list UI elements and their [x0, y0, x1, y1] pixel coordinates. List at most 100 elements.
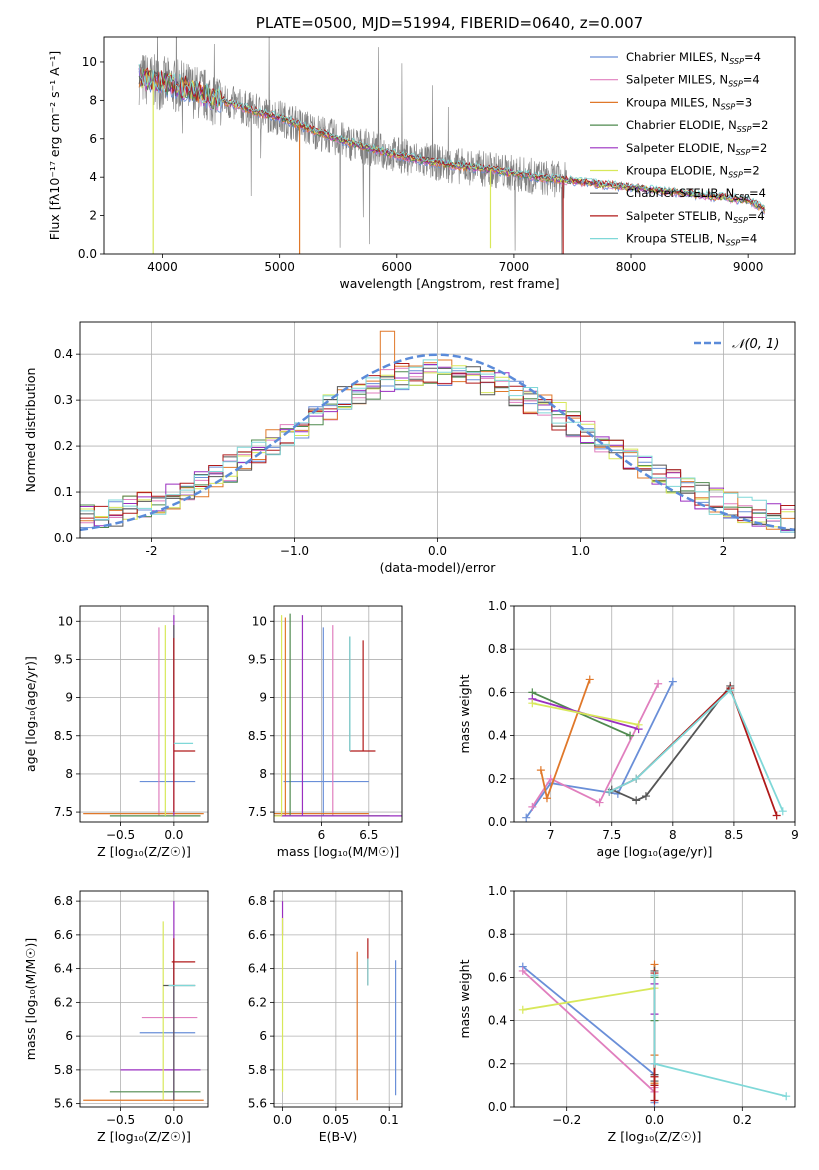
- plot-area: [80, 322, 795, 538]
- tick-label-x: 7.5: [602, 828, 621, 842]
- tick-label-y: 6: [259, 1029, 267, 1043]
- legend-entry-chabrier-elodie: Chabrier ELODIE, NSSP=2: [626, 118, 768, 134]
- tick-label-x: 6000: [382, 260, 413, 274]
- tick-label-y: 8.5: [54, 729, 73, 743]
- plot-area: [514, 606, 795, 822]
- tick-label-y: 0.4: [488, 1014, 507, 1028]
- axis-label-x: mass [log₁₀(M/M☉)]: [277, 844, 399, 859]
- tick-label-x: -2: [146, 544, 158, 558]
- series-point-kroupa-elodie: [518, 1005, 527, 1014]
- legend-entry-chabrier-miles: Chabrier MILES, NSSP=4: [626, 50, 761, 66]
- axes-frame: [103, 36, 796, 255]
- plot-area: [514, 891, 795, 1107]
- tick-label-y: 6.8: [248, 894, 267, 908]
- tick-label-y: 9: [65, 691, 73, 705]
- series-point-kroupa-elodie: [634, 720, 643, 729]
- tick-label-y: 10: [82, 55, 97, 69]
- series-line-salpeter-miles: [522, 970, 656, 1094]
- tick-label-y: 0.2: [488, 1057, 507, 1071]
- tick-label-y: 8: [65, 767, 73, 781]
- axes-frame: [79, 605, 209, 823]
- model-line-kroupa-stelib: [138, 63, 765, 208]
- chart-title: PLATE=0500, MJD=51994, FIBERID=0640, z=0…: [256, 14, 643, 32]
- series-point-salpeter-stelib: [650, 1096, 659, 1105]
- tick-label-x: −0.5: [106, 828, 135, 842]
- series-point-salpeter-stelib: [650, 1081, 659, 1090]
- tick-label-x: 0.0: [645, 1113, 664, 1127]
- series-point-kroupa-stelib: [605, 787, 614, 796]
- tick-label-x: −0.5: [106, 1113, 135, 1127]
- series-line-kroupa-stelib: [608, 688, 784, 812]
- tick-label-y: 6.2: [54, 995, 73, 1009]
- tick-label-y: 0.4: [488, 729, 507, 743]
- legend-entry-salpeter-miles: Salpeter MILES, NSSP=4: [626, 73, 760, 89]
- legend-entry-kroupa-stelib: Kroupa STELIB, NSSP=4: [626, 232, 757, 248]
- tick-label-x: 0.1: [380, 1113, 399, 1127]
- series-point-chabrier-miles: [522, 813, 531, 822]
- tick-label-y: 5.6: [248, 1097, 267, 1111]
- tick-label-x: 0.2: [733, 1113, 752, 1127]
- axes-spectrum: 4000 5000 6000 7000 8000 9000 0.0 2 4 6 8 10 wavelen…: [47, 14, 796, 291]
- series-point-chabrier-stelib: [632, 796, 641, 805]
- axes-mw-vs-Z: −0.2 0.0 0.2 0.0 0.2 0.4 0.6 0.8 1.0 Z [log₁₀(Z/Z…: [457, 884, 796, 1144]
- series-point-salpeter-stelib: [650, 1072, 659, 1081]
- axes-age-vs-mass: 6 6.5 7.5 8 8.5 9 9.5 10 mass [log₁₀(M/M☉)]: [248, 605, 403, 859]
- series-point-kroupa-miles: [536, 766, 545, 775]
- series-point-salpeter-miles: [654, 679, 663, 688]
- tick-label-y: 0.8: [488, 927, 507, 941]
- series-line-chabrier-miles: [522, 965, 656, 1103]
- legend-entry-salpeter-elodie: Salpeter ELODIE, NSSP=2: [626, 141, 767, 157]
- plot-area: [80, 891, 208, 1107]
- series-point-kroupa-stelib: [782, 1092, 791, 1101]
- tick-label-y: 0.8: [488, 642, 507, 656]
- series-point-salpeter-miles: [518, 966, 527, 975]
- axis-label-x: (data-model)/error: [380, 560, 497, 575]
- tick-label-x: 7: [547, 828, 555, 842]
- series-point-chabrier-stelib: [641, 792, 650, 801]
- tick-label-y: 1.0: [488, 884, 507, 898]
- series-line-salpeter-stelib: [608, 686, 778, 816]
- tick-label-x: 9000: [733, 260, 764, 274]
- series-point-salpeter-miles: [595, 798, 604, 807]
- hist-step-salpeter-stelib: [80, 363, 795, 522]
- axes-frame: [79, 890, 209, 1108]
- axes-residuals: -2 −1.0 0.0 1.0 2 0.0 0.1 0.2 0.3 0.4 (data-model)…: [23, 321, 796, 575]
- legend-entry-kroupa-miles: Kroupa MILES, NSSP=3: [626, 95, 752, 111]
- tick-label-x: 8: [669, 828, 677, 842]
- tick-label-x: 1.0: [571, 544, 590, 558]
- legend-entry-chabrier-stelib: Chabrier STELIB, NSSP=4: [626, 186, 766, 202]
- series-point-kroupa-elodie: [528, 699, 537, 708]
- axis-label-x: Z [log₁₀(Z/Z☉)]: [608, 1129, 702, 1144]
- series-point-kroupa-stelib: [632, 774, 641, 783]
- axes-frame: [273, 605, 403, 823]
- tick-label-y: 1.0: [488, 599, 507, 613]
- tick-label-y: 0.2: [54, 439, 73, 453]
- tick-label-y: 0.0: [488, 815, 507, 829]
- plot-area: [138, 37, 766, 254]
- tick-label-y: 6.4: [248, 962, 267, 976]
- tick-label-x: 8.5: [724, 828, 743, 842]
- tick-label-y: 0.0: [54, 531, 73, 545]
- tick-label-y: 0.3: [54, 393, 73, 407]
- series-point-kroupa-stelib: [726, 686, 735, 695]
- series-point-chabrier-miles: [668, 677, 677, 686]
- tick-label-x: −0.2: [552, 1113, 581, 1127]
- tick-label-y: 4: [89, 170, 97, 184]
- tick-label-x: 0.0: [273, 1113, 292, 1127]
- axis-label-x: Z [log₁₀(Z/Z☉)]: [97, 1129, 191, 1144]
- legend-entry-gauss: 𝒩(0, 1): [732, 337, 779, 352]
- axes-age-vs-Z: −0.5 0.0 7.5 8 8.5 9 9.5 10 Z [log₁₀(Z/Z☉)] age […: [23, 605, 209, 859]
- hist-step-kroupa-elodie: [80, 365, 795, 528]
- series-line-kroupa-elodie: [532, 702, 639, 726]
- tick-label-y: 8: [259, 767, 267, 781]
- series-point-kroupa-stelib: [778, 807, 787, 816]
- plot-area: [80, 606, 208, 822]
- tick-label-x: 9: [791, 828, 799, 842]
- tick-label-y: 0.0: [78, 247, 97, 261]
- axes-frame: [513, 890, 796, 1108]
- tick-label-y: 9: [259, 691, 267, 705]
- series-line-kroupa-miles: [540, 679, 591, 802]
- tick-label-y: 0.6: [488, 970, 507, 984]
- tick-label-y: 0.0: [488, 1100, 507, 1114]
- series-point-chabrier-elodie: [626, 731, 635, 740]
